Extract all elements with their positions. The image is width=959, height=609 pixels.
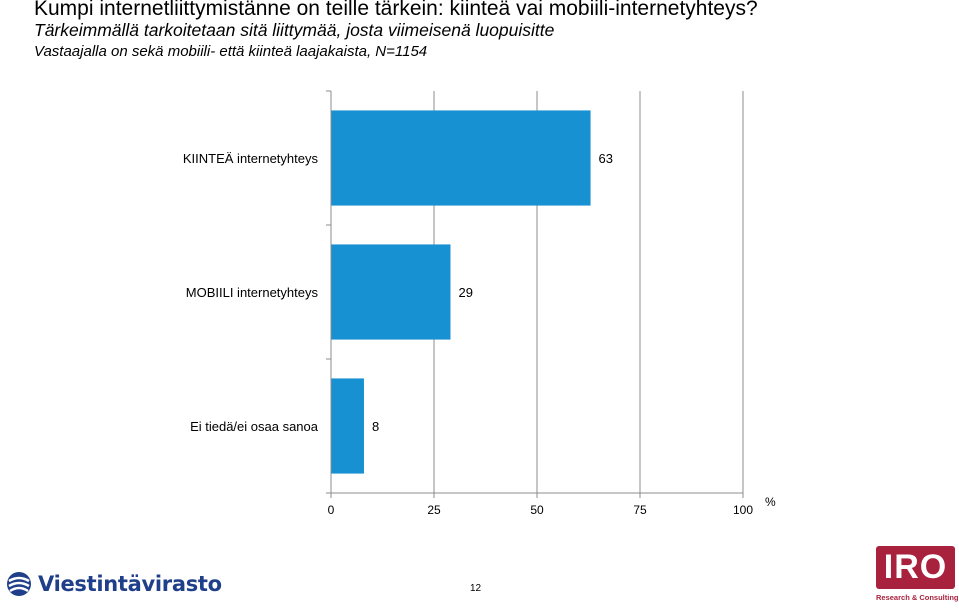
bar [331,244,451,340]
data-label: 29 [458,285,472,300]
category-label: KIINTEÄ internetyhteys [183,151,319,166]
page-number: 12 [470,583,482,594]
category-label: Ei tiedä/ei osaa sanoa [190,419,319,434]
logo-text: Viestintävirasto [38,572,222,596]
x-tick-label: 0 [328,503,335,517]
x-tick-label: 50 [530,503,544,517]
data-label: 63 [599,151,613,166]
iro-logo-box: IRO [876,546,955,589]
x-unit-label: % [765,495,776,509]
x-tick-label: 100 [733,503,753,517]
page-title: Kumpi internetliittymistänne on teille t… [34,0,758,20]
bar-chart: 0 25 50 75 100% KIINTEÄ internetyhteys 63 MOBII… [183,90,776,517]
iro-logo-subtitle: Research & Consulting [876,593,959,602]
data-label: 8 [372,419,379,434]
category-label: MOBIILI internetyhteys [186,285,319,300]
bar [331,110,591,206]
iro-logo: IRO Research & Consulting [876,546,959,604]
viestintavirasto-logo: Viestintävirasto [6,570,222,598]
bar [331,378,364,474]
sample-note: Vastaajalla on sekä mobiili- että kiinte… [34,43,428,60]
viestintavirasto-emblem-icon [7,572,31,596]
page-subtitle: Tärkeimmällä tarkoitetaan sitä liittymää… [34,20,555,40]
x-tick-label: 75 [633,503,647,517]
x-tick-label: 25 [427,503,441,517]
